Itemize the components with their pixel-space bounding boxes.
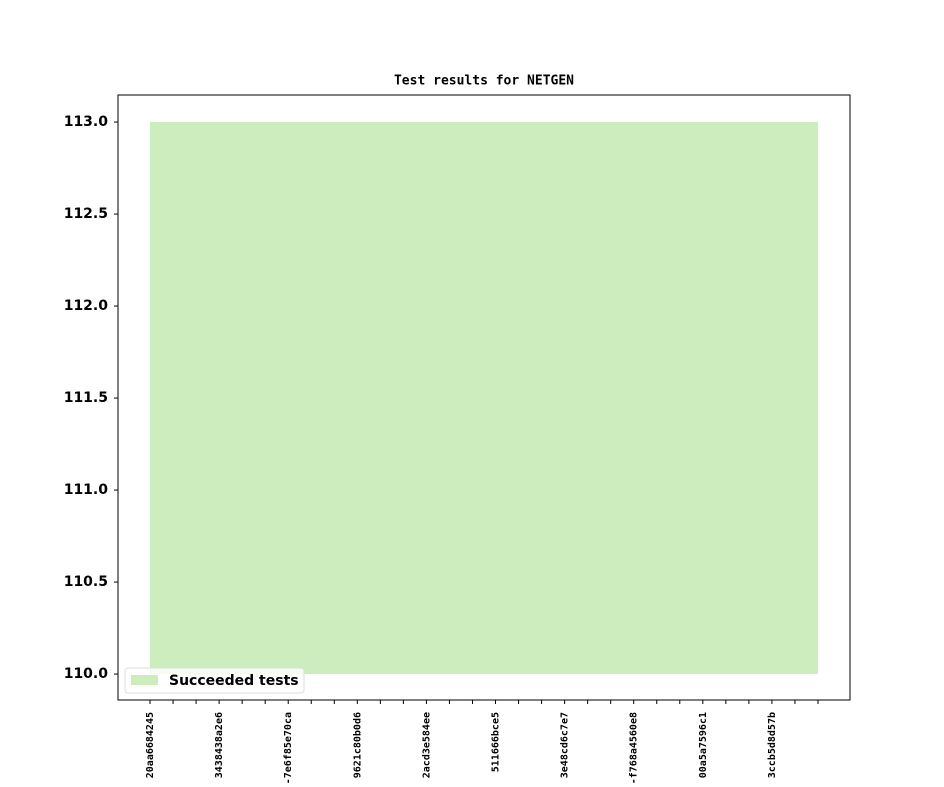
- x-tick-label: 3438438a2e6: [214, 712, 225, 778]
- y-tick-label: 113.0: [64, 114, 109, 130]
- legend-frame: [124, 667, 305, 694]
- legend-label: Succeeded tests: [169, 673, 299, 689]
- y-tick-label: 112.5: [64, 206, 108, 222]
- x-tick-label: 9621c80b0d6: [352, 712, 363, 778]
- y-tick-label: 111.5: [64, 390, 108, 406]
- x-tick-label: 3ccb5d8d57b: [767, 712, 778, 778]
- y-tick-label: 112.0: [64, 298, 109, 314]
- x-tick-label: -7e6f85e70ca: [283, 712, 294, 784]
- legend: Succeeded tests: [124, 667, 305, 694]
- x-tick-label: 2acd3e584ee: [421, 712, 432, 778]
- y-tick-label: 111.0: [64, 482, 109, 498]
- x-tick-label: 20aa6684245: [145, 712, 156, 778]
- legend-swatch: [131, 675, 158, 685]
- x-tick-label: 511666bce5: [491, 712, 502, 772]
- plot-frame: [117, 94, 851, 701]
- x-tick-label: 00a5a7596c1: [698, 712, 709, 778]
- x-tick-label: 3e48cd6c7e7: [560, 712, 571, 778]
- area: [150, 122, 818, 675]
- chart-title: Test results for NETGEN: [394, 74, 574, 89]
- y-tick-label: 110.0: [64, 666, 109, 682]
- x-tick-label: -f768a4560e8: [629, 712, 640, 784]
- y-tick-label: 110.5: [64, 574, 108, 590]
